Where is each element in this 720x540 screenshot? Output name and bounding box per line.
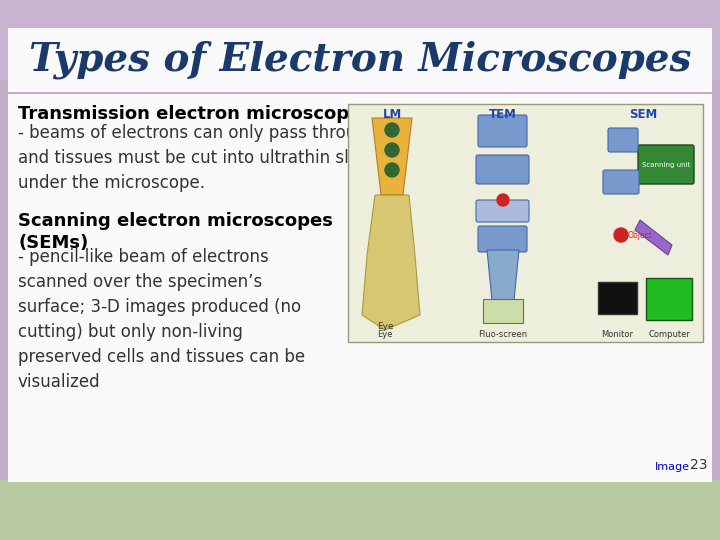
FancyBboxPatch shape (608, 128, 638, 152)
Text: Fluo-screen: Fluo-screen (478, 330, 528, 339)
FancyBboxPatch shape (478, 226, 527, 252)
Text: Image: Image (655, 462, 690, 472)
Circle shape (385, 143, 399, 157)
Polygon shape (372, 118, 412, 195)
Circle shape (497, 194, 509, 206)
Text: Transmission electron microscopes (TEMs): Transmission electron microscopes (TEMs) (18, 105, 448, 123)
Text: Eye: Eye (377, 322, 393, 331)
FancyBboxPatch shape (646, 278, 692, 320)
FancyBboxPatch shape (348, 104, 703, 342)
Text: Monitor: Monitor (601, 330, 633, 339)
Text: Scanning unit: Scanning unit (642, 162, 690, 168)
Polygon shape (635, 220, 672, 255)
Polygon shape (487, 250, 519, 300)
FancyBboxPatch shape (476, 155, 529, 184)
Text: - pencil-like beam of electrons
scanned over the specimen’s
surface; 3-D images : - pencil-like beam of electrons scanned … (18, 248, 305, 391)
FancyBboxPatch shape (483, 299, 523, 323)
FancyBboxPatch shape (476, 200, 529, 222)
FancyBboxPatch shape (0, 80, 720, 480)
Text: SEM: SEM (629, 108, 657, 121)
FancyBboxPatch shape (0, 0, 720, 80)
FancyBboxPatch shape (598, 282, 637, 314)
FancyBboxPatch shape (638, 145, 694, 184)
Polygon shape (362, 195, 420, 330)
Text: Scanning electron microscopes
(SEMs): Scanning electron microscopes (SEMs) (18, 212, 333, 252)
Circle shape (385, 123, 399, 137)
Text: Types of Electron Microscopes: Types of Electron Microscopes (29, 40, 691, 79)
Text: LM: LM (383, 108, 402, 121)
FancyBboxPatch shape (8, 28, 712, 92)
Circle shape (385, 163, 399, 177)
Circle shape (614, 228, 628, 242)
FancyBboxPatch shape (0, 480, 720, 540)
FancyBboxPatch shape (478, 115, 527, 147)
Text: Computer: Computer (648, 330, 690, 339)
FancyBboxPatch shape (603, 170, 639, 194)
Text: Object: Object (628, 231, 653, 240)
Text: 23: 23 (690, 458, 708, 472)
FancyBboxPatch shape (8, 94, 712, 482)
Text: - beams of electrons can only pass through thin samples, so cells
and tissues mu: - beams of electrons can only pass throu… (18, 124, 562, 192)
Text: Eye: Eye (377, 330, 392, 339)
Text: TEM: TEM (489, 108, 517, 121)
